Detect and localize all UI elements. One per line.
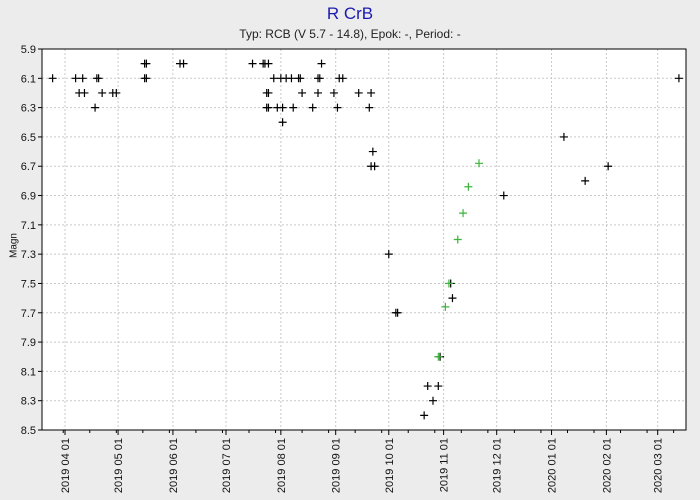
data-point	[94, 74, 103, 83]
data-point	[393, 308, 402, 317]
x-tick-label: 2019 04 01	[60, 438, 72, 493]
data-point	[420, 411, 429, 420]
y-tick-label: 6.3	[21, 103, 36, 115]
data-point	[459, 209, 468, 218]
x-tick-label: 2019 07 01	[221, 438, 233, 493]
data-point	[368, 147, 377, 156]
data-point	[444, 279, 453, 288]
x-tick-label: 2020 02 01	[601, 438, 613, 493]
x-tick-label: 2019 11 01	[439, 438, 451, 492]
x-tick-label: 2019 10 01	[384, 438, 396, 493]
data-point	[296, 74, 305, 83]
y-tick-label: 7.9	[21, 337, 36, 349]
data-point	[338, 74, 347, 83]
data-point	[315, 74, 324, 83]
data-point	[329, 88, 338, 97]
data-point	[434, 382, 443, 391]
data-point	[367, 88, 376, 97]
data-point	[80, 88, 89, 97]
data-point	[384, 250, 393, 259]
data-point	[142, 74, 151, 83]
x-tick-label: 2019 06 01	[168, 438, 180, 493]
data-point	[142, 59, 151, 68]
x-tick-label: 2019 12 01	[492, 438, 504, 493]
data-point	[559, 132, 568, 141]
x-tick-label: 2020 01 01	[547, 438, 559, 493]
data-point	[179, 59, 188, 68]
data-point	[581, 176, 590, 185]
data-point	[370, 162, 379, 171]
data-point	[287, 74, 296, 83]
y-tick-label: 7.7	[21, 308, 36, 320]
y-tick-label: 8.1	[21, 366, 36, 378]
data-point	[264, 59, 273, 68]
y-tick-label: 6.5	[21, 132, 36, 144]
data-point	[289, 103, 298, 112]
x-tick-label: 2019 09 01	[331, 438, 343, 493]
data-point	[264, 88, 273, 97]
y-tick-label: 6.1	[21, 73, 36, 85]
data-point	[317, 59, 326, 68]
y-tick-label: 8.5	[21, 425, 36, 437]
y-tick-label: 6.7	[21, 161, 36, 173]
data-point	[248, 59, 257, 68]
y-tick-label: 7.1	[21, 220, 36, 232]
x-tick-label: 2019 05 01	[113, 438, 125, 493]
data-point	[278, 118, 287, 127]
data-point	[71, 74, 80, 83]
data-point	[464, 182, 473, 191]
data-point	[78, 74, 87, 83]
data-point	[453, 235, 462, 244]
data-point	[48, 74, 57, 83]
plot-area	[42, 49, 686, 430]
data-point	[448, 294, 457, 303]
data-point	[354, 88, 363, 97]
data-point	[264, 103, 273, 112]
data-point	[112, 88, 121, 97]
chart-title: R CrB	[326, 4, 374, 23]
data-point	[429, 396, 437, 405]
data-point	[298, 88, 307, 97]
data-point	[441, 302, 450, 311]
data-point	[333, 103, 342, 112]
plot-frame	[41, 48, 687, 431]
data-point	[604, 162, 613, 171]
y-tick-label: 8.3	[21, 396, 36, 408]
data-point	[475, 159, 483, 168]
y-tick-label: 5.9	[21, 44, 36, 56]
data-point	[499, 191, 508, 200]
data-point	[278, 103, 287, 112]
x-tick-label: 2020 03 01	[653, 438, 665, 493]
y-tick-label: 7.3	[21, 249, 36, 261]
y-tick-label: 6.9	[21, 191, 36, 203]
data-point	[269, 74, 278, 83]
data-point	[314, 88, 322, 97]
data-point	[98, 88, 107, 97]
y-tick-label: 7.5	[21, 278, 36, 290]
data-point	[434, 352, 443, 361]
data-point	[423, 382, 432, 391]
x-tick-label: 2019 08 01	[276, 438, 288, 493]
data-point	[674, 74, 683, 83]
chart-subtitle: Typ: RCB (V 5.7 - 14.8), Epok: -, Period…	[239, 27, 461, 41]
data-point	[91, 103, 100, 112]
data-point	[308, 103, 317, 112]
data-point	[365, 103, 374, 112]
